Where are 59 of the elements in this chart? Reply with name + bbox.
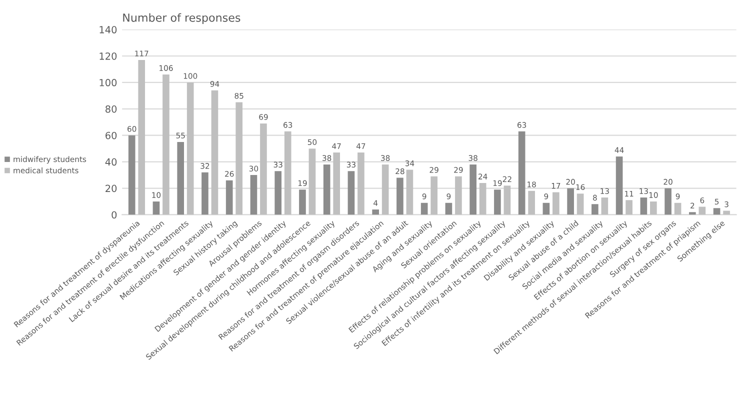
bar bbox=[689, 212, 696, 215]
bar bbox=[674, 202, 682, 215]
bar bbox=[260, 123, 267, 215]
bar bbox=[723, 210, 730, 215]
bar bbox=[226, 180, 233, 215]
bar bbox=[236, 102, 243, 215]
y-axis-title: Number of responses bbox=[123, 13, 240, 24]
bar bbox=[567, 188, 574, 215]
bar bbox=[138, 60, 146, 215]
bar bbox=[396, 178, 404, 215]
bar bbox=[250, 175, 258, 215]
bar bbox=[152, 202, 160, 215]
bar bbox=[640, 198, 648, 215]
bar bbox=[202, 172, 208, 215]
y-tick-label: 60 bbox=[106, 132, 117, 140]
bar bbox=[616, 156, 623, 215]
bar bbox=[528, 190, 535, 215]
bar bbox=[177, 142, 184, 215]
y-tick-label: 100 bbox=[100, 78, 117, 86]
bar bbox=[576, 194, 584, 215]
y-tick-label: 80 bbox=[106, 105, 117, 113]
bar bbox=[211, 90, 218, 215]
bar bbox=[299, 190, 306, 215]
bar bbox=[358, 152, 364, 215]
bar bbox=[650, 202, 657, 215]
y-tick-label: 140 bbox=[100, 26, 117, 34]
y-tick-label: 40 bbox=[105, 158, 117, 166]
bar bbox=[323, 164, 330, 215]
bar bbox=[542, 202, 550, 215]
bar bbox=[552, 192, 560, 215]
y-tick-label: 0 bbox=[112, 211, 117, 219]
bar bbox=[186, 82, 194, 215]
bar bbox=[284, 131, 292, 215]
y-tick-label: 20 bbox=[106, 184, 117, 192]
bar bbox=[382, 164, 389, 215]
bar bbox=[518, 131, 526, 215]
bar bbox=[372, 209, 379, 215]
y-tick-label: 120 bbox=[100, 52, 117, 60]
bar bbox=[406, 170, 414, 215]
bar bbox=[504, 186, 511, 215]
bar bbox=[601, 198, 608, 215]
bar bbox=[470, 164, 476, 215]
bar bbox=[698, 206, 706, 215]
bar bbox=[626, 200, 632, 215]
bar bbox=[420, 202, 428, 215]
bar bbox=[348, 171, 355, 215]
bar bbox=[333, 152, 340, 215]
bar bbox=[713, 208, 720, 215]
bar bbox=[592, 204, 598, 215]
bar bbox=[430, 176, 438, 215]
bar bbox=[274, 171, 282, 215]
bar bbox=[128, 135, 136, 215]
bar bbox=[308, 148, 316, 215]
bar bbox=[455, 176, 462, 215]
bar bbox=[445, 202, 452, 215]
bar bbox=[479, 182, 486, 215]
bar bbox=[664, 188, 672, 215]
bar bbox=[162, 74, 170, 215]
bar bbox=[494, 190, 501, 215]
